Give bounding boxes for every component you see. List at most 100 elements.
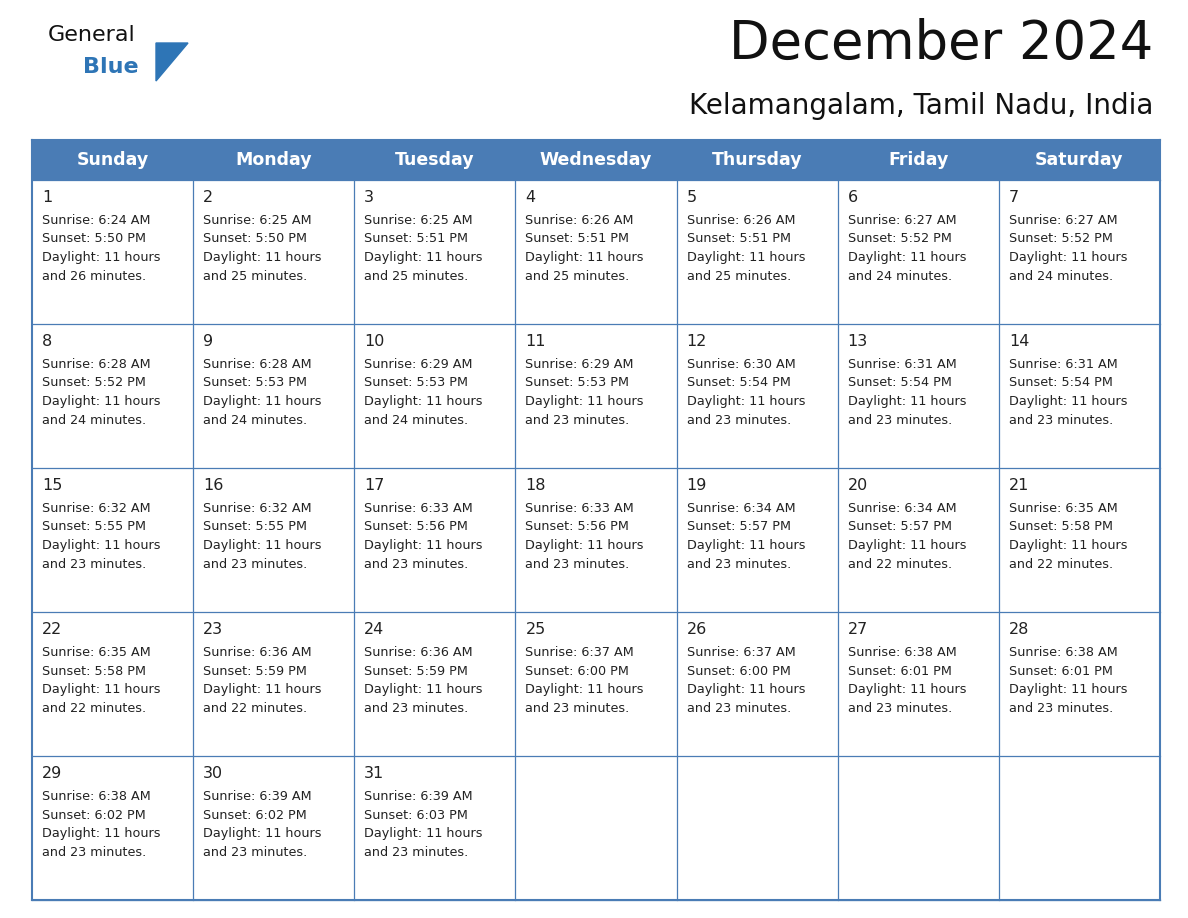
Text: 4: 4	[525, 190, 536, 205]
Text: Sunrise: 6:36 AM: Sunrise: 6:36 AM	[365, 646, 473, 659]
Text: Blue: Blue	[83, 57, 139, 77]
Text: and 23 minutes.: and 23 minutes.	[687, 413, 791, 427]
Text: Sunrise: 6:33 AM: Sunrise: 6:33 AM	[365, 502, 473, 515]
Text: Sunset: 5:51 PM: Sunset: 5:51 PM	[687, 232, 790, 245]
Text: Daylight: 11 hours: Daylight: 11 hours	[1009, 395, 1127, 408]
Text: and 23 minutes.: and 23 minutes.	[365, 557, 468, 570]
Text: Sunrise: 6:35 AM: Sunrise: 6:35 AM	[42, 646, 151, 659]
Text: 7: 7	[1009, 190, 1019, 205]
Text: 12: 12	[687, 334, 707, 349]
Text: Sunset: 5:57 PM: Sunset: 5:57 PM	[687, 521, 790, 533]
Text: Sunrise: 6:28 AM: Sunrise: 6:28 AM	[203, 358, 311, 371]
Text: Sunset: 5:56 PM: Sunset: 5:56 PM	[365, 521, 468, 533]
Text: and 25 minutes.: and 25 minutes.	[365, 270, 468, 283]
Text: and 22 minutes.: and 22 minutes.	[848, 557, 952, 570]
Text: Sunrise: 6:27 AM: Sunrise: 6:27 AM	[848, 214, 956, 227]
Text: Daylight: 11 hours: Daylight: 11 hours	[1009, 251, 1127, 264]
Text: Daylight: 11 hours: Daylight: 11 hours	[365, 827, 482, 840]
Text: Sunrise: 6:33 AM: Sunrise: 6:33 AM	[525, 502, 634, 515]
Text: 16: 16	[203, 478, 223, 493]
Text: and 23 minutes.: and 23 minutes.	[42, 845, 146, 858]
Text: Sunset: 6:03 PM: Sunset: 6:03 PM	[365, 809, 468, 822]
Text: Daylight: 11 hours: Daylight: 11 hours	[687, 539, 805, 552]
Text: 30: 30	[203, 766, 223, 781]
Text: Sunrise: 6:37 AM: Sunrise: 6:37 AM	[525, 646, 634, 659]
Text: 24: 24	[365, 622, 385, 637]
Text: Sunset: 5:52 PM: Sunset: 5:52 PM	[42, 376, 146, 389]
Text: 29: 29	[42, 766, 62, 781]
Text: Daylight: 11 hours: Daylight: 11 hours	[1009, 539, 1127, 552]
Text: 1: 1	[42, 190, 52, 205]
Text: Sunset: 5:58 PM: Sunset: 5:58 PM	[42, 665, 146, 677]
Text: Daylight: 11 hours: Daylight: 11 hours	[848, 395, 966, 408]
Text: and 25 minutes.: and 25 minutes.	[687, 270, 791, 283]
Text: Sunrise: 6:26 AM: Sunrise: 6:26 AM	[525, 214, 634, 227]
Text: Daylight: 11 hours: Daylight: 11 hours	[203, 251, 322, 264]
Text: Daylight: 11 hours: Daylight: 11 hours	[525, 395, 644, 408]
Text: 8: 8	[42, 334, 52, 349]
Text: Sunset: 6:00 PM: Sunset: 6:00 PM	[525, 665, 630, 677]
Text: and 23 minutes.: and 23 minutes.	[525, 557, 630, 570]
Text: Sunset: 6:01 PM: Sunset: 6:01 PM	[1009, 665, 1113, 677]
Text: Daylight: 11 hours: Daylight: 11 hours	[42, 539, 160, 552]
Text: Daylight: 11 hours: Daylight: 11 hours	[848, 539, 966, 552]
Text: 15: 15	[42, 478, 63, 493]
Text: Sunrise: 6:30 AM: Sunrise: 6:30 AM	[687, 358, 795, 371]
Text: Saturday: Saturday	[1035, 151, 1124, 169]
Text: Sunset: 6:00 PM: Sunset: 6:00 PM	[687, 665, 790, 677]
Text: Sunrise: 6:39 AM: Sunrise: 6:39 AM	[365, 790, 473, 803]
Text: Sunrise: 6:29 AM: Sunrise: 6:29 AM	[525, 358, 634, 371]
Text: Sunset: 5:56 PM: Sunset: 5:56 PM	[525, 521, 630, 533]
Text: and 26 minutes.: and 26 minutes.	[42, 270, 146, 283]
Text: Daylight: 11 hours: Daylight: 11 hours	[42, 683, 160, 696]
Text: Sunset: 5:55 PM: Sunset: 5:55 PM	[203, 521, 308, 533]
Text: Daylight: 11 hours: Daylight: 11 hours	[42, 251, 160, 264]
Text: Daylight: 11 hours: Daylight: 11 hours	[687, 395, 805, 408]
Text: Sunrise: 6:32 AM: Sunrise: 6:32 AM	[203, 502, 311, 515]
Text: Daylight: 11 hours: Daylight: 11 hours	[525, 539, 644, 552]
Text: Sunset: 5:54 PM: Sunset: 5:54 PM	[1009, 376, 1113, 389]
Text: and 24 minutes.: and 24 minutes.	[1009, 270, 1113, 283]
Text: and 22 minutes.: and 22 minutes.	[203, 701, 308, 714]
Polygon shape	[156, 43, 188, 81]
Text: Sunrise: 6:38 AM: Sunrise: 6:38 AM	[848, 646, 956, 659]
Text: and 23 minutes.: and 23 minutes.	[203, 557, 308, 570]
Text: Daylight: 11 hours: Daylight: 11 hours	[203, 827, 322, 840]
Text: Sunrise: 6:32 AM: Sunrise: 6:32 AM	[42, 502, 151, 515]
Text: Daylight: 11 hours: Daylight: 11 hours	[365, 251, 482, 264]
Text: and 23 minutes.: and 23 minutes.	[203, 845, 308, 858]
Text: 2: 2	[203, 190, 214, 205]
Text: and 23 minutes.: and 23 minutes.	[687, 701, 791, 714]
Text: Wednesday: Wednesday	[539, 151, 652, 169]
Text: Kelamangalam, Tamil Nadu, India: Kelamangalam, Tamil Nadu, India	[689, 92, 1154, 120]
Text: and 23 minutes.: and 23 minutes.	[365, 845, 468, 858]
Text: Sunrise: 6:34 AM: Sunrise: 6:34 AM	[848, 502, 956, 515]
Text: and 23 minutes.: and 23 minutes.	[848, 413, 952, 427]
Text: 19: 19	[687, 478, 707, 493]
Text: 18: 18	[525, 478, 546, 493]
Text: Sunset: 5:58 PM: Sunset: 5:58 PM	[1009, 521, 1113, 533]
Text: Daylight: 11 hours: Daylight: 11 hours	[203, 539, 322, 552]
Text: Sunset: 5:55 PM: Sunset: 5:55 PM	[42, 521, 146, 533]
Text: Daylight: 11 hours: Daylight: 11 hours	[525, 683, 644, 696]
Text: 5: 5	[687, 190, 696, 205]
Text: 27: 27	[848, 622, 868, 637]
Text: Sunrise: 6:24 AM: Sunrise: 6:24 AM	[42, 214, 151, 227]
Text: 14: 14	[1009, 334, 1029, 349]
Text: 28: 28	[1009, 622, 1029, 637]
Text: Daylight: 11 hours: Daylight: 11 hours	[203, 683, 322, 696]
Text: Daylight: 11 hours: Daylight: 11 hours	[203, 395, 322, 408]
Text: Sunrise: 6:25 AM: Sunrise: 6:25 AM	[365, 214, 473, 227]
Text: Daylight: 11 hours: Daylight: 11 hours	[848, 683, 966, 696]
Text: and 23 minutes.: and 23 minutes.	[42, 557, 146, 570]
Text: Sunset: 5:54 PM: Sunset: 5:54 PM	[687, 376, 790, 389]
Text: Sunrise: 6:37 AM: Sunrise: 6:37 AM	[687, 646, 795, 659]
Text: Sunrise: 6:25 AM: Sunrise: 6:25 AM	[203, 214, 311, 227]
Text: Sunset: 6:02 PM: Sunset: 6:02 PM	[42, 809, 146, 822]
Text: Friday: Friday	[889, 151, 948, 169]
Text: Sunrise: 6:35 AM: Sunrise: 6:35 AM	[1009, 502, 1118, 515]
Text: and 23 minutes.: and 23 minutes.	[848, 701, 952, 714]
Bar	[32, 140, 1159, 180]
Text: Daylight: 11 hours: Daylight: 11 hours	[365, 683, 482, 696]
Text: Daylight: 11 hours: Daylight: 11 hours	[687, 251, 805, 264]
